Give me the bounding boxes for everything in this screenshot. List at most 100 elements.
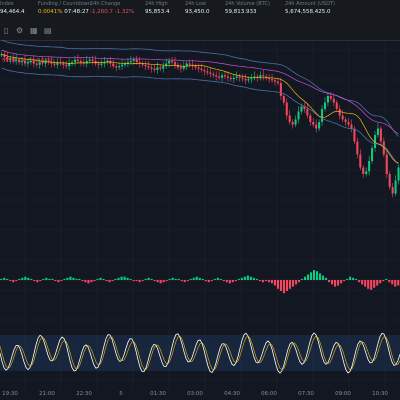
funding-rate: 0.0041% xyxy=(38,9,63,15)
ma-line xyxy=(1,50,399,135)
stat-label: 24h Low xyxy=(185,1,206,7)
time-tick: 21:00 xyxy=(39,391,55,397)
candle xyxy=(153,68,156,70)
stat-24h-high: 24h High 95,853.4 xyxy=(145,1,170,16)
candle xyxy=(88,59,91,61)
macd-bar xyxy=(276,280,279,289)
candle xyxy=(315,124,318,129)
candle xyxy=(388,174,391,187)
layout-icon[interactable]: ▤ xyxy=(44,26,52,35)
macd-bar xyxy=(334,280,337,287)
candle xyxy=(85,60,88,64)
candle xyxy=(379,128,382,142)
macd-bar xyxy=(117,277,120,280)
candle xyxy=(115,66,118,68)
candle xyxy=(347,122,350,125)
macd-bar xyxy=(397,280,400,286)
rsi-signal-line xyxy=(0,335,400,371)
candle xyxy=(221,75,224,78)
macd-bar xyxy=(240,277,243,280)
candle xyxy=(162,66,165,69)
macd-bar xyxy=(96,278,99,280)
macd-bar xyxy=(165,280,168,282)
macd-bar xyxy=(51,278,54,280)
candle xyxy=(250,77,253,80)
market-stats-bar: Index 94,464.4 Funding / Countdown 0.004… xyxy=(0,0,400,22)
stat-value: 95,853.4 xyxy=(145,9,170,15)
stat-label: 24h Volume (BTC) xyxy=(225,1,270,7)
candle xyxy=(318,122,321,129)
macd-bar xyxy=(391,280,394,285)
candle xyxy=(294,119,297,125)
candle xyxy=(6,57,9,60)
candle xyxy=(247,79,250,81)
candle xyxy=(35,63,38,65)
candle xyxy=(359,154,362,168)
time-tick: 07:30 xyxy=(298,391,314,397)
macd-bar xyxy=(144,278,147,280)
candle-icon[interactable]: ▯ xyxy=(4,26,9,35)
macd-bar xyxy=(361,280,364,285)
candle xyxy=(12,58,15,61)
macd-bar xyxy=(129,278,132,280)
macd-bar xyxy=(204,280,207,282)
macd-bar xyxy=(126,277,129,280)
time-tick: 01:30 xyxy=(150,391,166,397)
macd-bar xyxy=(367,280,370,289)
macd-bar xyxy=(183,280,186,283)
macd-bar xyxy=(322,275,325,280)
candle xyxy=(47,60,50,63)
candle xyxy=(129,60,132,63)
candle xyxy=(168,60,171,64)
macd-bar xyxy=(291,280,295,287)
candle xyxy=(29,60,32,63)
time-tick: 09:00 xyxy=(335,391,351,397)
macd-bar xyxy=(318,273,322,280)
candle xyxy=(144,64,147,67)
macd-bar xyxy=(273,280,276,286)
candle xyxy=(103,62,106,64)
time-tick: 5 xyxy=(119,391,123,397)
price-chart[interactable] xyxy=(0,40,400,390)
candle xyxy=(147,66,150,68)
macd-bar xyxy=(6,278,9,280)
stat-24h-volume: 24h Volume (BTC) 59,813.933 xyxy=(225,1,270,16)
rsi-line xyxy=(0,332,400,374)
candle xyxy=(332,98,335,103)
candle xyxy=(73,59,77,63)
macd-bar xyxy=(192,277,195,280)
macd-bar xyxy=(288,280,292,289)
macd-bar xyxy=(63,278,66,280)
macd-bar xyxy=(0,278,3,280)
time-tick: 04:30 xyxy=(224,391,240,397)
macd-bar xyxy=(189,278,192,280)
candle xyxy=(71,62,74,64)
macd-bar xyxy=(228,280,231,284)
candle xyxy=(321,109,324,122)
indicators-icon[interactable]: ▦ xyxy=(30,26,38,35)
macd-bar xyxy=(84,280,87,283)
macd-bar xyxy=(312,270,316,280)
macd-bar xyxy=(87,280,90,284)
macd-bar xyxy=(135,280,138,282)
stat-24h-low: 24h Low 93,450.0 xyxy=(185,1,210,16)
macd-bar xyxy=(340,280,343,284)
candle xyxy=(212,73,215,76)
macd-bar xyxy=(264,280,267,282)
candle xyxy=(203,70,206,72)
macd-bar xyxy=(394,280,397,287)
macd-bar xyxy=(171,277,174,280)
candle xyxy=(65,64,68,67)
bollinger-lower xyxy=(1,68,399,165)
candle xyxy=(303,106,306,109)
stat-label: Index xyxy=(0,1,14,7)
candle xyxy=(276,81,279,83)
macd-bar xyxy=(337,280,340,286)
candle xyxy=(97,63,100,65)
candle xyxy=(0,54,3,56)
macd-bar xyxy=(246,275,249,280)
candle xyxy=(329,96,332,99)
stat-value: 59,813.933 xyxy=(225,9,257,15)
settings-icon[interactable]: ⚙ xyxy=(16,26,24,35)
time-tick: 03:00 xyxy=(187,391,203,397)
